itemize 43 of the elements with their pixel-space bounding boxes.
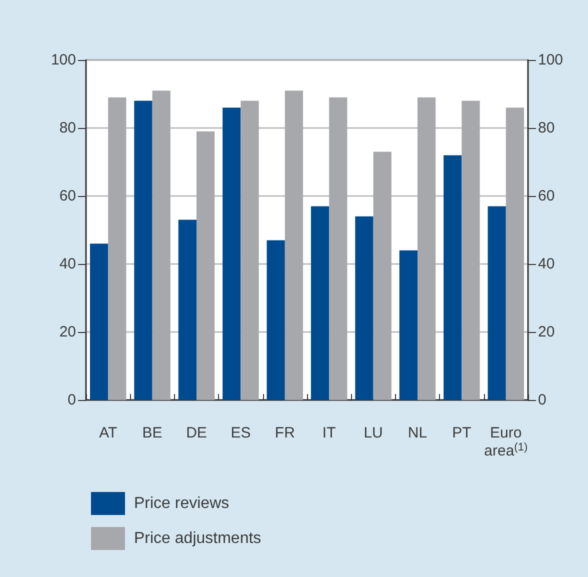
- y2-tick-label: 0: [538, 392, 546, 408]
- x-tick-label: NL: [408, 424, 428, 442]
- y-tick-label: 60: [59, 188, 76, 204]
- bar: [373, 152, 392, 400]
- x-tick-label: BE: [142, 424, 162, 442]
- bar: [222, 108, 241, 400]
- legend-label: Price reviews: [134, 495, 230, 512]
- bar: [178, 220, 196, 400]
- bar: [108, 97, 126, 400]
- bar: [284, 90, 304, 400]
- y2-tick-label: 20: [538, 324, 555, 340]
- bar: [90, 244, 108, 400]
- x-tick-label: PT: [452, 424, 472, 442]
- y2-tick-label: 60: [538, 188, 555, 204]
- y-tick-label: 20: [59, 324, 76, 340]
- x-tick-label: AT: [99, 424, 118, 442]
- y2-tick-label: 40: [538, 256, 555, 272]
- legend-label: Price adjustments: [134, 530, 262, 547]
- bar: [418, 97, 436, 400]
- y2-tick-label: 100: [538, 52, 564, 68]
- x-tick-label: FR: [274, 424, 296, 442]
- bar: [134, 100, 152, 400]
- y-tick-label: 80: [59, 120, 76, 136]
- bar: [266, 240, 285, 400]
- bar: [444, 155, 462, 400]
- bar: [488, 206, 506, 400]
- x-tick-label: DE: [186, 424, 207, 442]
- bar: [310, 206, 330, 400]
- x-tick-label: ES: [230, 424, 251, 442]
- bar: [329, 97, 348, 400]
- y2-tick-label: 80: [538, 120, 555, 136]
- bar: [196, 131, 215, 400]
- bar: [355, 216, 374, 400]
- y-tick-label: 0: [68, 392, 76, 408]
- x-tick-label: IT: [322, 424, 336, 442]
- bar: [240, 100, 259, 400]
- x-tick-label: LU: [364, 424, 383, 442]
- bar: [506, 108, 524, 400]
- bar: [152, 90, 170, 400]
- y-tick-label: 40: [59, 256, 76, 272]
- bar: [462, 100, 480, 400]
- bar: [399, 250, 418, 400]
- y-tick-label: 100: [50, 52, 76, 68]
